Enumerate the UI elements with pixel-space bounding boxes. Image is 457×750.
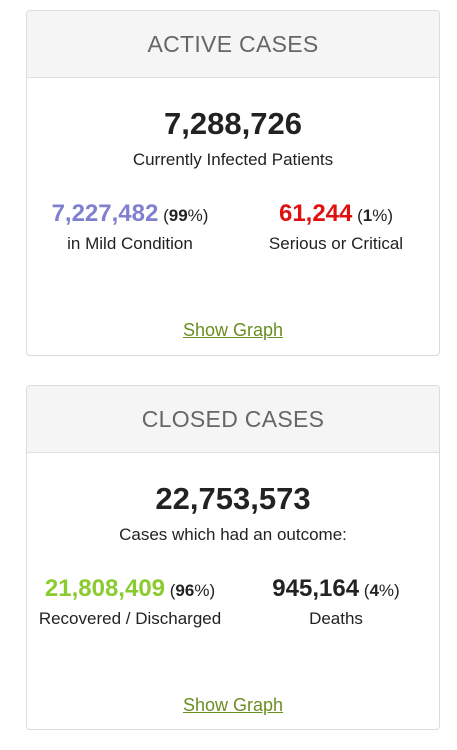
- closed-cases-breakdown: 21,808,409 (96%) Recovered / Discharged …: [27, 575, 439, 629]
- recovered-block: 21,808,409 (96%) Recovered / Discharged: [27, 575, 233, 629]
- mild-condition-block: 7,227,482 (99%) in Mild Condition: [27, 200, 233, 254]
- active-cases-card: ACTIVE CASES 7,288,726 Currently Infecte…: [26, 10, 440, 356]
- mild-condition-label: in Mild Condition: [67, 234, 193, 253]
- active-show-graph-link[interactable]: Show Graph: [182, 320, 284, 340]
- active-cases-total: 7,288,726: [164, 106, 302, 141]
- recovered-value: 21,808,409: [44, 575, 166, 602]
- recovered-label: Recovered / Discharged: [38, 609, 222, 628]
- serious-condition-percent: (1%): [352, 206, 394, 225]
- recovered-percent: (96%): [165, 581, 216, 600]
- serious-condition-block: 61,244 (1%) Serious or Critical: [233, 200, 439, 254]
- closed-cases-total: 22,753,573: [155, 481, 311, 516]
- serious-condition-value: 61,244: [278, 200, 353, 227]
- closed-cases-caption: Cases which had an outcome:: [119, 525, 347, 544]
- closed-cases-header: CLOSED CASES: [27, 386, 439, 453]
- active-cases-caption: Currently Infected Patients: [132, 150, 334, 169]
- deaths-percent: (4%): [359, 581, 400, 600]
- closed-cases-card: CLOSED CASES 22,753,573 Cases which had …: [26, 385, 440, 730]
- mild-condition-percent: (99%): [158, 206, 209, 225]
- serious-condition-label: Serious or Critical: [268, 234, 404, 253]
- active-cases-header: ACTIVE CASES: [27, 11, 439, 78]
- closed-show-graph-link[interactable]: Show Graph: [182, 695, 284, 715]
- active-cases-breakdown: 7,227,482 (99%) in Mild Condition 61,244…: [27, 200, 439, 254]
- deaths-label: Deaths: [309, 609, 363, 628]
- mild-condition-value: 7,227,482: [51, 200, 159, 227]
- deaths-value: 945,164: [272, 575, 360, 602]
- deaths-block: 945,164 (4%) Deaths: [233, 575, 439, 629]
